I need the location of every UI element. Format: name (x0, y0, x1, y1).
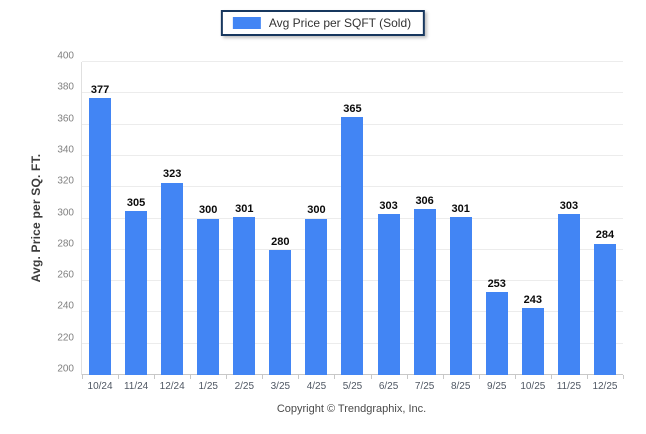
gridline (82, 92, 623, 94)
x-tick (226, 375, 228, 379)
x-tick-label: 7/25 (414, 381, 435, 392)
x-tick (298, 375, 300, 379)
x-tick-label: 5/25 (342, 381, 363, 392)
bar-slot: 323 (154, 62, 190, 375)
bar (161, 182, 184, 375)
bar (593, 243, 616, 375)
x-tick-label: 12/24 (159, 381, 185, 392)
bar-slot: 365 (334, 62, 370, 375)
y-tick-label: 340 (57, 144, 74, 156)
y-tick-label: 320 (57, 175, 74, 187)
bar (521, 307, 544, 375)
bar-slot: 301 (226, 62, 262, 375)
x-tick-label: 10/24 (87, 381, 113, 392)
bar-slot: 300 (190, 62, 226, 375)
x-tick (550, 375, 552, 379)
bar (557, 213, 580, 375)
x-tick (406, 375, 408, 379)
plot-area: 200 220 240 260 280 300 320 340 360 380 400 377 10/2… (57, 51, 624, 392)
bar-slot: 305 (118, 62, 154, 375)
legend-label: Avg Price per SQFT (Sold) (268, 16, 412, 30)
bar (485, 292, 508, 375)
x-tick (82, 375, 83, 379)
bar-slot: 301 (443, 62, 479, 375)
bar (377, 213, 400, 375)
y-tick-label: 300 (57, 207, 74, 218)
bar-value-label: 301 (451, 202, 470, 215)
x-tick-label: 12/25 (592, 381, 618, 392)
bar-value-label: 243 (523, 293, 542, 306)
bar (269, 249, 292, 375)
bar-value-label: 284 (595, 229, 615, 242)
y-tick-label: 380 (57, 81, 74, 93)
bar-slot: 306 (407, 62, 443, 375)
gridline (82, 61, 623, 62)
bar-slot: 243 (515, 62, 551, 375)
y-tick-label: 220 (57, 332, 74, 344)
copyright-text: Copyright © Trendgraphix, Inc. (276, 403, 427, 415)
bar-value-label: 280 (271, 235, 290, 248)
bar-slot: 303 (551, 62, 587, 375)
x-tick-label: 11/25 (556, 381, 582, 392)
legend-swatch (232, 17, 261, 29)
bar-value-label: 377 (90, 83, 110, 96)
x-tick (190, 375, 192, 379)
x-tick (154, 375, 156, 379)
bar-value-label: 365 (343, 102, 362, 115)
bar-slot: 284 (587, 62, 623, 375)
bar-slot: 253 (479, 62, 515, 375)
bar-value-label: 303 (559, 199, 579, 212)
bar-value-label: 301 (235, 202, 254, 215)
x-tick-label: 9/25 (487, 381, 507, 392)
y-tick-label: 200 (57, 363, 74, 375)
bar-slot: 303 (371, 62, 407, 375)
bar-slot: 300 (298, 62, 334, 375)
bar-value-label: 305 (126, 196, 146, 209)
y-tick-label: 400 (57, 50, 74, 62)
x-tick-label: 10/25 (520, 381, 546, 392)
bar-value-label: 253 (487, 277, 506, 290)
bar (449, 216, 472, 375)
y-tick-label: 280 (57, 238, 74, 250)
x-tick-label: 6/25 (378, 381, 399, 392)
x-tick-label: 11/24 (123, 381, 149, 392)
bar-slot: 280 (262, 62, 298, 375)
x-tick-label: 4/25 (306, 381, 327, 392)
x-tick (262, 375, 264, 379)
x-tick-label: 1/25 (198, 381, 218, 392)
x-tick (623, 375, 624, 379)
bar-value-label: 303 (379, 199, 398, 212)
bar (341, 116, 364, 375)
bar (197, 218, 220, 375)
bar-value-label: 323 (162, 168, 182, 181)
bar-value-label: 300 (307, 204, 326, 217)
x-tick (514, 375, 516, 379)
y-axis-title: Avg. Price per SQ. FT. (29, 153, 43, 283)
x-tick-label: 3/25 (270, 381, 291, 392)
bar (125, 210, 148, 375)
legend-box: Avg Price per SQFT (Sold) (220, 10, 426, 36)
y-tick-label: 260 (57, 269, 74, 281)
bar-slot: 377 (82, 62, 118, 375)
x-tick-label: 2/25 (234, 381, 255, 392)
x-tick (334, 375, 336, 379)
x-tick (118, 375, 120, 379)
x-tick (442, 375, 444, 379)
x-tick (370, 375, 372, 379)
y-tick-label: 240 (57, 300, 74, 312)
y-tick-label: 360 (57, 113, 74, 125)
bar (89, 98, 112, 375)
bar (413, 209, 436, 375)
bar-value-label: 300 (199, 204, 218, 217)
x-tick (478, 375, 480, 379)
bar-value-label: 306 (415, 195, 434, 208)
bar (305, 218, 328, 375)
x-tick-label: 8/25 (450, 381, 471, 392)
bar (233, 216, 256, 375)
x-tick (586, 375, 588, 379)
